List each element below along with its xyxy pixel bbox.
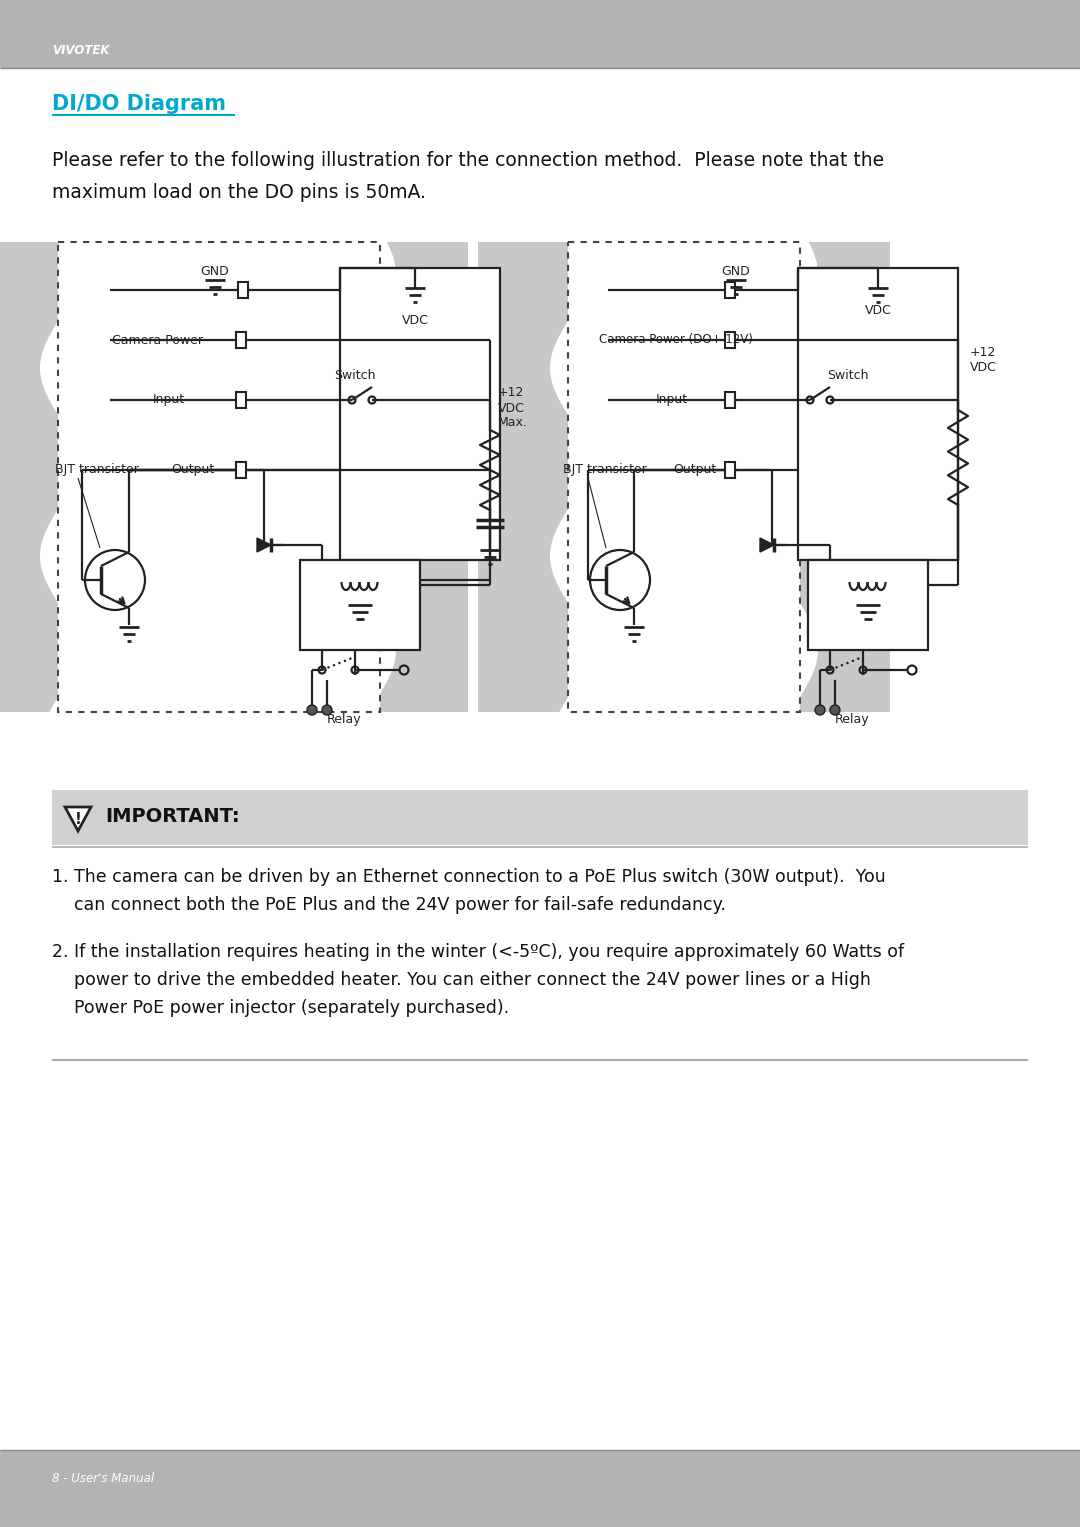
Text: Please refer to the following illustration for the connection method.  Please no: Please refer to the following illustrati…	[52, 151, 885, 169]
Text: Output: Output	[172, 464, 215, 476]
Text: 1. The camera can be driven by an Ethernet connection to a PoE Plus switch (30W : 1. The camera can be driven by an Ethern…	[52, 867, 886, 886]
Text: Camera Power (DO+ 12V): Camera Power (DO+ 12V)	[599, 333, 753, 347]
Text: !: !	[75, 811, 81, 826]
Text: Power PoE power injector (separately purchased).: Power PoE power injector (separately pur…	[52, 999, 509, 1017]
Bar	[0, 1451, 1080, 1527]
Circle shape	[307, 705, 318, 715]
Bar	[0, 0, 1080, 69]
Text: GND: GND	[201, 266, 229, 278]
Bar	[237, 463, 246, 478]
Bar	[238, 282, 248, 298]
Bar	[725, 331, 735, 348]
Polygon shape	[257, 538, 271, 551]
Bar	[808, 560, 928, 651]
Text: GND: GND	[721, 266, 751, 278]
Circle shape	[322, 705, 332, 715]
Text: IMPORTANT:: IMPORTANT:	[105, 808, 240, 826]
Bar	[340, 269, 500, 560]
Bar	[237, 392, 246, 408]
Text: Relay: Relay	[835, 713, 869, 725]
Text: Camera Power: Camera Power	[112, 333, 203, 347]
Bar	[725, 282, 735, 298]
Text: BJT transistor: BJT transistor	[55, 464, 138, 476]
Text: maximum load on the DO pins is 50mA.: maximum load on the DO pins is 50mA.	[52, 183, 426, 202]
Text: power to drive the embedded heater. You can either connect the 24V power lines o: power to drive the embedded heater. You …	[52, 971, 870, 989]
Bar	[725, 463, 735, 478]
Circle shape	[815, 705, 825, 715]
Text: +12
VDC: +12 VDC	[970, 347, 997, 374]
Text: Input: Input	[656, 394, 688, 406]
Text: VDC: VDC	[865, 304, 891, 316]
Polygon shape	[360, 241, 468, 712]
Bar	[300, 560, 420, 651]
Text: 8 - User's Manual: 8 - User's Manual	[52, 1472, 154, 1484]
Bar	[568, 241, 800, 712]
Text: Switch: Switch	[827, 370, 868, 382]
Text: +12
VDC
Max.: +12 VDC Max.	[498, 386, 528, 429]
Text: VDC: VDC	[402, 313, 429, 327]
Text: VIVOTEK: VIVOTEK	[52, 43, 109, 56]
Text: 2. If the installation requires heating in the winter (<-5ºC), you require appro: 2. If the installation requires heating …	[52, 944, 904, 960]
Text: Relay: Relay	[326, 713, 362, 725]
Text: DI/DO Diagram: DI/DO Diagram	[52, 95, 226, 115]
Bar	[52, 789, 1028, 844]
Polygon shape	[478, 241, 586, 712]
Text: Input: Input	[153, 394, 185, 406]
Text: Switch: Switch	[334, 370, 376, 382]
Polygon shape	[782, 241, 890, 712]
Text: Output: Output	[673, 464, 716, 476]
Text: can connect both the PoE Plus and the 24V power for fail-safe redundancy.: can connect both the PoE Plus and the 24…	[52, 896, 726, 915]
Polygon shape	[760, 538, 774, 551]
Bar	[725, 392, 735, 408]
Bar	[58, 241, 380, 712]
Polygon shape	[65, 806, 91, 831]
Polygon shape	[0, 241, 76, 712]
Circle shape	[831, 705, 840, 715]
Text: BJT transistor: BJT transistor	[563, 464, 647, 476]
Bar	[798, 269, 958, 560]
Bar	[237, 331, 246, 348]
